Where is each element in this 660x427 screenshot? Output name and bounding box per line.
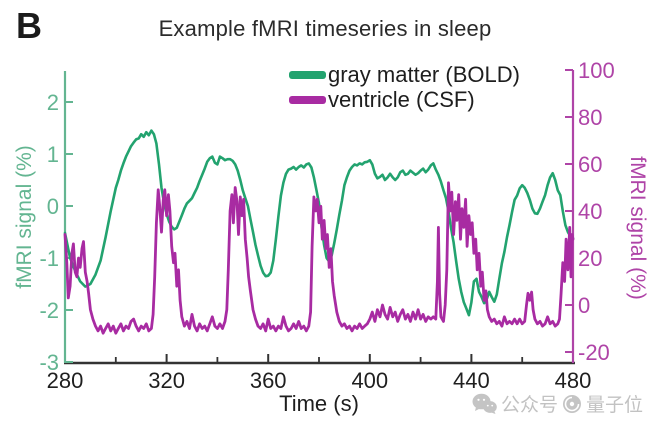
legend-item: ventricle (CSF): [289, 87, 520, 112]
right-tick-label: 40: [578, 199, 602, 224]
right-tick-label: 60: [578, 152, 602, 177]
left-tick-label: 0: [47, 194, 59, 219]
left-axis-label: fMRI signal (%): [13, 145, 36, 289]
qbit-logo-icon: [563, 394, 582, 413]
right-axis-label: fMRI signal (%): [626, 156, 649, 300]
series-ventricle-csf: [63, 181, 575, 335]
chart-title: Example fMRI timeseries in sleep: [158, 16, 492, 41]
left-tick-label: -3: [39, 350, 59, 375]
legend-label: gray matter (BOLD): [328, 61, 520, 87]
x-tick-label: 280: [47, 368, 84, 393]
x-tick-label: 320: [148, 368, 185, 393]
left-tick-label: 2: [47, 90, 59, 115]
right-tick-label: 20: [578, 246, 602, 271]
x-tick-label: 360: [250, 368, 287, 393]
x-tick-label: 480: [555, 368, 592, 393]
left-tick-label: -2: [39, 298, 59, 323]
watermark: 公众号 量子位: [472, 390, 647, 417]
legend: gray matter (BOLD) ventricle (CSF): [289, 62, 520, 112]
watermark-brand-label: 量子位: [586, 395, 644, 416]
watermark-wechat-label: 公众号: [501, 395, 559, 416]
right-tick-label: -20: [578, 340, 610, 365]
x-tick-label: 400: [351, 368, 388, 393]
legend-label: ventricle (CSF): [328, 86, 475, 112]
legend-item: gray matter (BOLD): [289, 62, 520, 87]
panel-label: B: [16, 5, 42, 46]
x-tick-label: 440: [453, 368, 490, 393]
left-tick-label: 1: [47, 142, 59, 167]
left-tick-label: -1: [39, 246, 59, 271]
right-tick-label: 0: [578, 293, 590, 318]
wechat-icon: [472, 393, 497, 414]
right-tick-label: 100: [578, 58, 615, 83]
legend-swatch-ventricle: [289, 95, 326, 104]
right-tick-label: 80: [578, 105, 602, 130]
x-axis-label: Time (s): [279, 391, 359, 416]
legend-swatch-gray-matter: [289, 70, 326, 79]
